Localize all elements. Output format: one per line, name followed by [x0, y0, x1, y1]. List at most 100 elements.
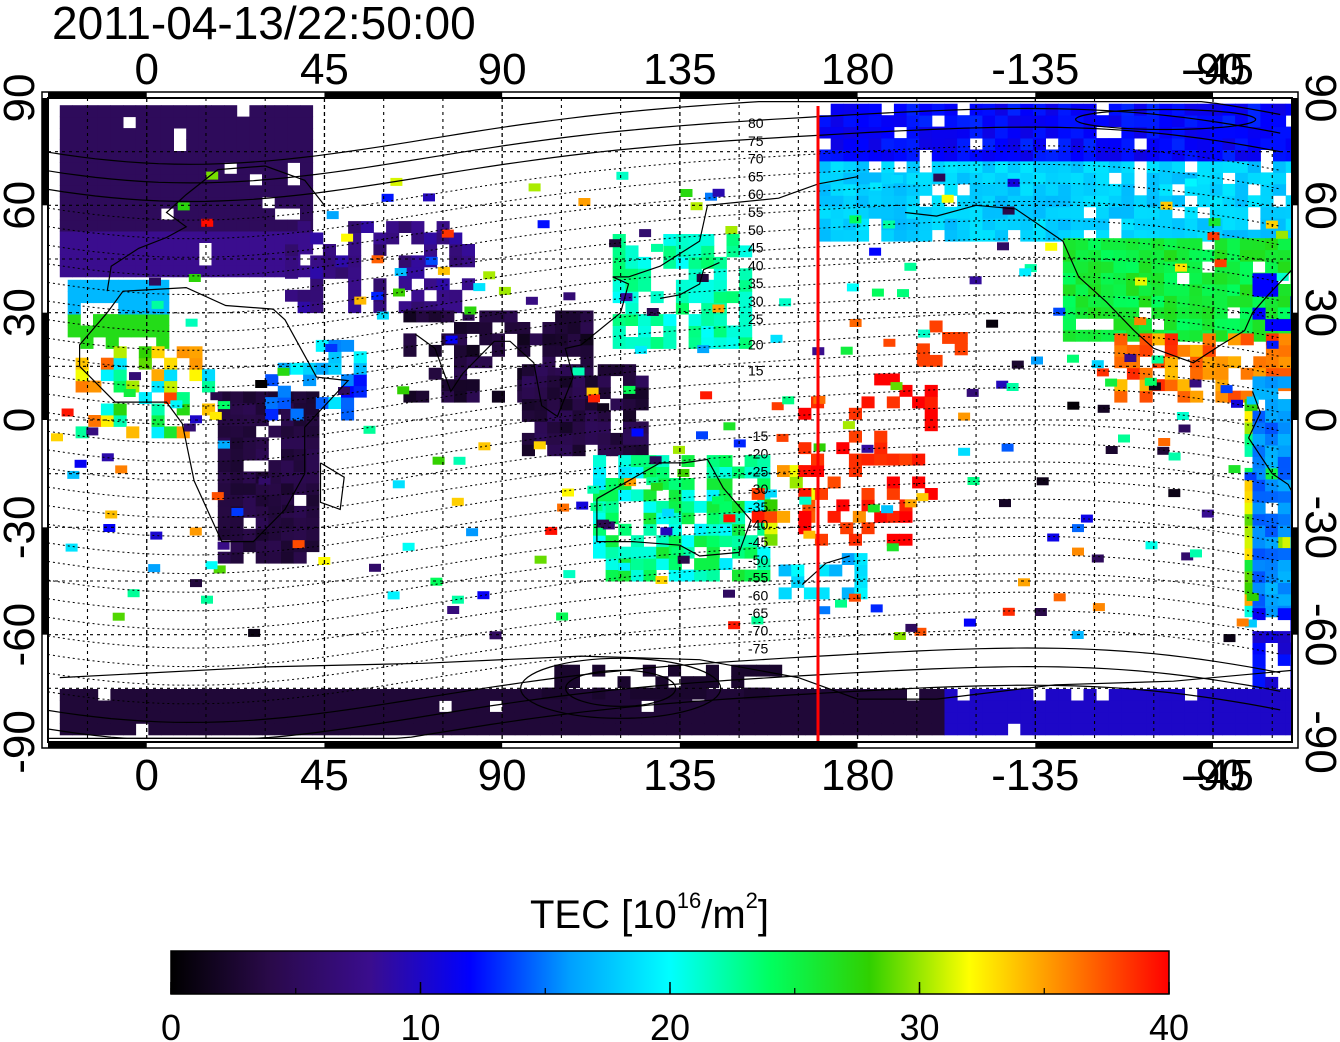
tec-cell [623, 375, 637, 388]
tec-cell [1239, 261, 1253, 273]
tec-cell [97, 151, 111, 163]
tec-cell [1252, 593, 1266, 606]
tec-cell [1260, 700, 1274, 713]
tec-cell [1285, 195, 1292, 208]
tec-cell [211, 185, 225, 198]
tec-cell [436, 301, 450, 314]
tec-cell [982, 149, 996, 162]
tec-cell [1252, 273, 1266, 286]
tec-cell [924, 384, 938, 397]
tec-cell [1144, 377, 1157, 386]
tec-cell [489, 689, 503, 701]
tec-cell [376, 311, 389, 320]
tec-cell [85, 116, 99, 129]
tec-cell [1252, 676, 1266, 689]
tec-cell [315, 397, 329, 409]
tec-cell [856, 161, 870, 173]
tec-cell [186, 711, 200, 724]
coastline [904, 204, 1292, 364]
tec-cell [285, 244, 299, 256]
tec-cell [931, 103, 945, 116]
tec-cell [1244, 445, 1258, 457]
tec-cell [886, 453, 900, 466]
tec-cell [249, 231, 263, 243]
tec-cell [849, 319, 862, 327]
tec-cell [982, 229, 996, 242]
tec-cell [1096, 183, 1110, 196]
tec-cell [995, 711, 1009, 724]
tec-cell [567, 344, 581, 357]
tec-cell [230, 471, 244, 484]
lon-tick-top: 45 [300, 45, 349, 94]
tec-cell [694, 535, 708, 548]
tec-cell [919, 138, 933, 150]
tec-cell [110, 139, 124, 152]
tec-cell [151, 346, 165, 359]
tec-cell [148, 711, 162, 724]
tec-cell [1083, 711, 1097, 724]
mag-pole-contour [565, 669, 677, 707]
tec-cell [630, 466, 644, 479]
tec-cell [1247, 689, 1261, 701]
tec-cell [830, 183, 844, 196]
tec-cell [1252, 490, 1266, 503]
tec-cell [1083, 195, 1097, 208]
tec-cell [138, 357, 152, 370]
tec-cell [97, 219, 111, 232]
tec-cell [666, 700, 680, 713]
tec-cell [268, 528, 282, 541]
tec-cell [717, 711, 731, 724]
tec-cell [656, 466, 670, 479]
tec-cell [1146, 195, 1160, 208]
tec-cell [1265, 410, 1279, 423]
tec-cell [274, 151, 288, 163]
tec-cell [236, 196, 250, 209]
tec-cell [290, 362, 304, 375]
tec-cell [843, 195, 857, 208]
tec-cell [198, 196, 212, 209]
tec-cell [1252, 559, 1266, 572]
tec-cell [425, 256, 438, 265]
mag-contour [48, 275, 1281, 351]
tec-cell [912, 453, 926, 466]
tec-cell [597, 403, 610, 412]
tec-cell [398, 221, 412, 233]
tec-cell [944, 115, 958, 128]
tec-cell [1189, 284, 1203, 296]
tec-cell [1070, 195, 1084, 208]
tec-cell [135, 208, 149, 221]
tec-cell [906, 161, 920, 173]
tec-cell [1006, 383, 1019, 391]
tec-cell [615, 689, 629, 701]
tec-cell [1045, 103, 1059, 116]
tec-cell [856, 711, 870, 724]
tec-cell [306, 425, 320, 438]
tec-cell [1158, 438, 1171, 446]
tec-cell [675, 256, 689, 269]
tec-cell [306, 471, 320, 484]
mag-contour [48, 610, 1281, 686]
tec-cell [255, 414, 269, 427]
tec-cell [1138, 261, 1152, 273]
tec-cell [72, 128, 86, 140]
tec-cell [190, 415, 202, 424]
tec-cell [59, 689, 73, 701]
tec-cell [881, 172, 895, 185]
tec-cell [1020, 229, 1034, 242]
tec-cell [1189, 238, 1203, 251]
tec-cell [1273, 689, 1287, 701]
tec-cell [97, 162, 111, 175]
tec-cell [1020, 126, 1034, 139]
tec-cell [891, 175, 903, 183]
coastline [59, 655, 1292, 700]
tec-cell [1252, 631, 1266, 643]
tec-cell [1118, 434, 1130, 443]
tec-cell [1202, 356, 1216, 369]
tec-cell [1164, 295, 1178, 308]
tec-cell [719, 535, 733, 548]
tec-cell [1072, 524, 1084, 533]
tec-cell [1031, 356, 1043, 365]
tec-cell [217, 425, 231, 438]
tec-cell [732, 523, 746, 536]
tec-cell [123, 173, 137, 186]
